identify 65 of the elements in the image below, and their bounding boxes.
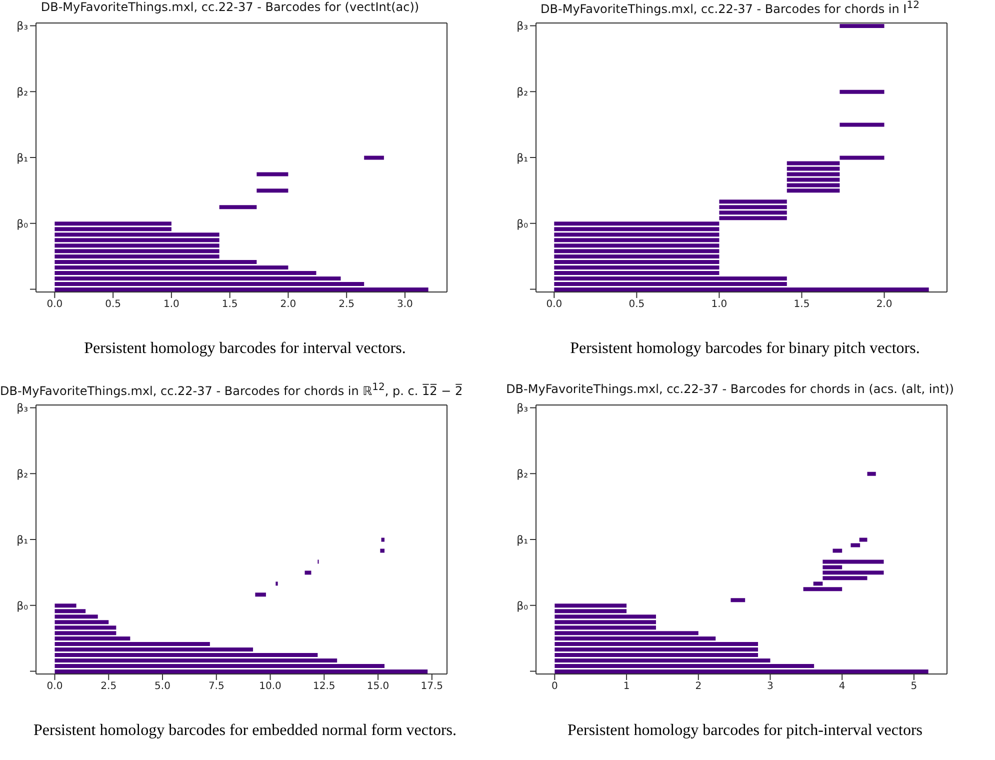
chart-title: DB-MyFavoriteThings.mxl, cc.22-37 - Barcodes for (vectInt(ac))	[40, 0, 420, 16]
y-tick-label: β₂	[16, 86, 28, 99]
bar	[381, 538, 384, 542]
x-tick-label: 0.0	[46, 299, 63, 310]
x-tick-label: 0.5	[105, 299, 122, 310]
y-tick-label: β₃	[516, 402, 528, 415]
x-tick-label: 5.0	[154, 681, 170, 692]
bar	[840, 90, 884, 94]
y-tick-label: β₁	[16, 151, 28, 164]
x-tick-label: 2.5	[100, 681, 117, 692]
text: Persistent homology barcodes for pitch-interval vectors	[566, 722, 924, 740]
bar	[840, 122, 884, 127]
x-tick-label: 1.0	[711, 299, 728, 310]
bar	[840, 24, 884, 28]
chart-title: DB-MyFavoriteThings.mxl, cc.22-37 - Barcodes for chords in (acs. (alt, int))	[505, 382, 955, 398]
x-tick-label: 2.0	[280, 299, 296, 310]
x-tick-label: 15.0	[366, 681, 390, 692]
x-tick-label: 1.5	[794, 299, 810, 310]
y-tick-label: β₁	[516, 151, 528, 164]
y-tick-label: β₃	[16, 20, 28, 33]
x-tick-label: 0	[551, 681, 558, 692]
bar	[832, 548, 842, 553]
x-tick-label: 5	[910, 681, 918, 692]
text: Persistent homology barcodes for embedded normal form vectors.	[32, 722, 458, 740]
y-tick-label: β₀	[16, 599, 29, 612]
text: Persistent homology barcodes for interval vectors.	[83, 340, 407, 358]
y-tick-label: β₀	[516, 217, 529, 230]
bar	[255, 592, 266, 597]
y-tick-label: β₂	[516, 468, 528, 481]
x-tick-label: 1.0	[163, 299, 180, 310]
x-tick-label: 12.5	[313, 681, 336, 692]
x-tick-label: 2	[695, 681, 702, 692]
bar	[256, 172, 288, 176]
text: Persistent homology barcodes for binary pitch vectors.	[569, 340, 921, 358]
y-tick-label: β₀	[516, 599, 529, 612]
y-tick-label: β₂	[16, 468, 28, 481]
x-tick-label: 0.0	[46, 681, 63, 692]
y-tick-label: β₃	[16, 402, 28, 415]
bar	[256, 188, 288, 193]
x-tick-label: 0.0	[546, 299, 562, 310]
bar	[867, 472, 876, 476]
bar	[380, 548, 384, 553]
x-tick-label: 7.5	[208, 681, 224, 692]
bar	[364, 156, 384, 160]
x-tick-label: 2.5	[338, 299, 355, 310]
x-tick-label: 1.5	[222, 299, 238, 310]
x-tick-label: 3.0	[397, 299, 413, 310]
x-tick-label: 4	[838, 681, 846, 692]
x-tick-label: 1	[623, 681, 630, 692]
y-tick-label: β₂	[516, 86, 528, 99]
bar	[730, 598, 746, 602]
y-tick-label: β₁	[16, 533, 28, 546]
y-tick-label: β₃	[516, 20, 528, 33]
bar	[840, 156, 884, 160]
x-tick-label: 0.5	[628, 299, 645, 310]
chart-title: DB-MyFavoriteThings.mxl, cc.22-37 - Barcodes for chords in ℝ$^{12}$, p. c. 1̅2̅ − 2̅	[0, 382, 463, 400]
y-tick-label: β₁	[516, 533, 528, 546]
bar	[219, 205, 257, 210]
x-tick-label: 17.5	[420, 681, 444, 692]
bar	[304, 570, 312, 575]
y-tick-label: β₀	[16, 217, 29, 230]
x-tick-label: 3	[767, 681, 774, 692]
x-tick-label: 10.0	[259, 681, 282, 692]
chart-title: DB-MyFavoriteThings.mxl, cc.22-37 - Barcodes for chords in I$^{12}$	[540, 0, 920, 18]
x-tick-label: 2.0	[876, 299, 892, 310]
